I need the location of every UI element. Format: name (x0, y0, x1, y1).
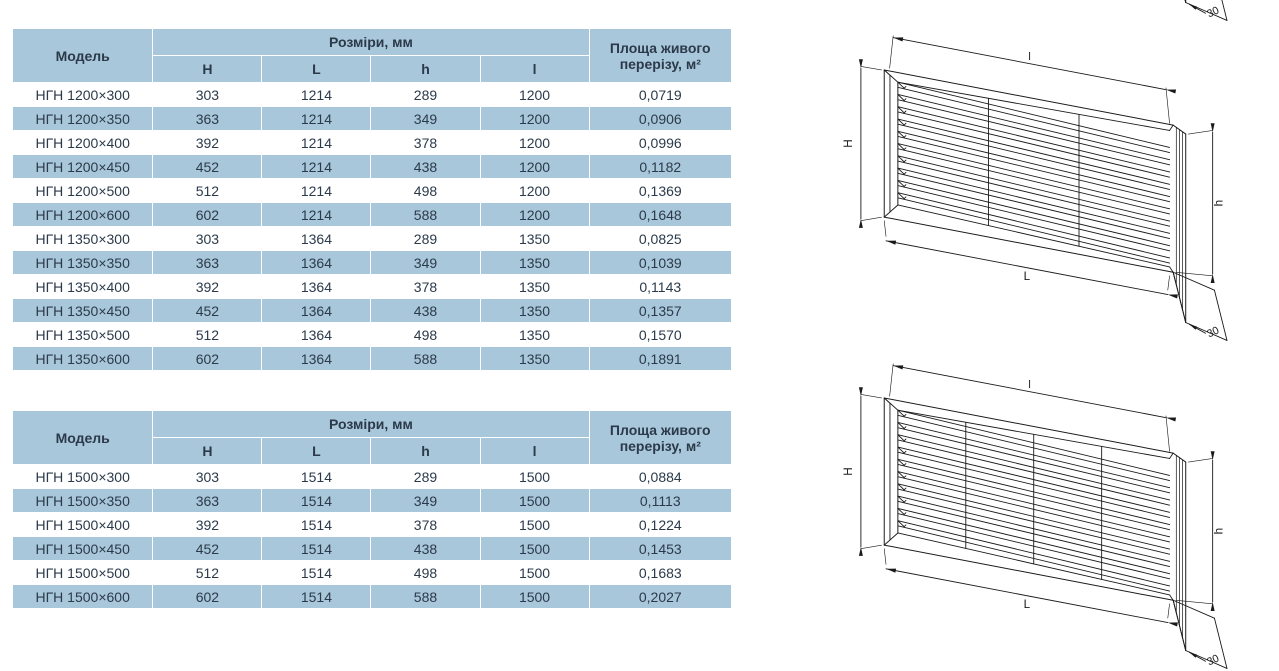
svg-text:h: h (1213, 200, 1226, 206)
svg-text:l: l (1028, 51, 1030, 63)
svg-text:L: L (1024, 270, 1031, 283)
svg-text:H: H (842, 467, 855, 475)
svg-text:l: l (1028, 379, 1030, 391)
svg-text:30: 30 (1205, 652, 1221, 668)
svg-text:L: L (1024, 598, 1031, 611)
svg-text:h: h (1213, 528, 1226, 534)
svg-text:H: H (842, 139, 855, 147)
